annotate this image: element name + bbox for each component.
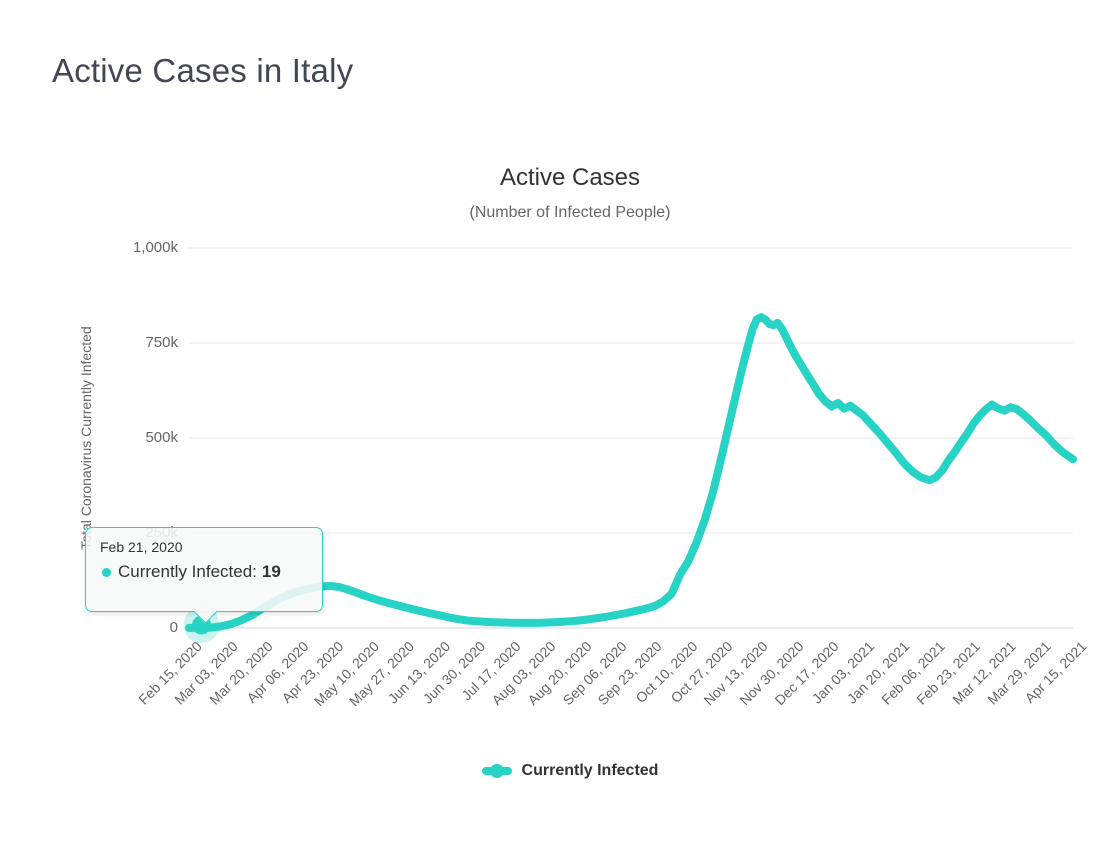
tooltip-value: 19 xyxy=(261,562,281,581)
y-tick-label: 500k xyxy=(145,429,178,446)
chart-tooltip: Feb 21, 2020 Currently Infected: 19 xyxy=(85,527,323,624)
tooltip-date: Feb 21, 2020 xyxy=(100,539,183,555)
legend-label: Currently Infected xyxy=(521,762,659,779)
y-tick-label: 0 xyxy=(169,619,178,636)
chart-legend: Currently Infected xyxy=(60,762,1080,780)
plot-area[interactable] xyxy=(60,150,1080,830)
series-dot-icon xyxy=(102,567,111,577)
tooltip-series-label: Currently Infected: xyxy=(118,562,257,581)
chart-subtitle: (Number of Infected People) xyxy=(469,204,671,221)
legend-line-marker-icon xyxy=(481,764,512,778)
active-cases-chart[interactable]: Active Cases (Number of Infected People)… xyxy=(60,150,1089,830)
y-tick-label: 750k xyxy=(145,334,178,351)
y-tick-label: 1,000k xyxy=(132,239,178,256)
chart-title: Active Cases xyxy=(499,164,641,191)
page-title: Active Cases in Italy xyxy=(52,52,354,89)
legend-item-currently-infected[interactable]: Currently Infected xyxy=(481,762,659,780)
currently-infected-line[interactable] xyxy=(185,313,1077,632)
gridlines xyxy=(189,247,1073,629)
